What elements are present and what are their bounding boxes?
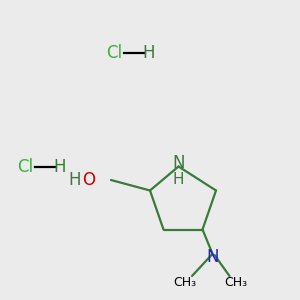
Text: O: O	[82, 171, 96, 189]
Text: CH₃: CH₃	[224, 275, 247, 289]
Text: Cl: Cl	[106, 44, 122, 62]
Text: H: H	[54, 158, 66, 175]
Text: Cl: Cl	[17, 158, 34, 175]
Text: H: H	[142, 44, 155, 62]
Text: H: H	[173, 172, 184, 188]
Text: N: N	[172, 154, 185, 172]
Text: H: H	[68, 171, 81, 189]
Text: CH₃: CH₃	[173, 275, 196, 289]
Text: N: N	[207, 248, 219, 266]
